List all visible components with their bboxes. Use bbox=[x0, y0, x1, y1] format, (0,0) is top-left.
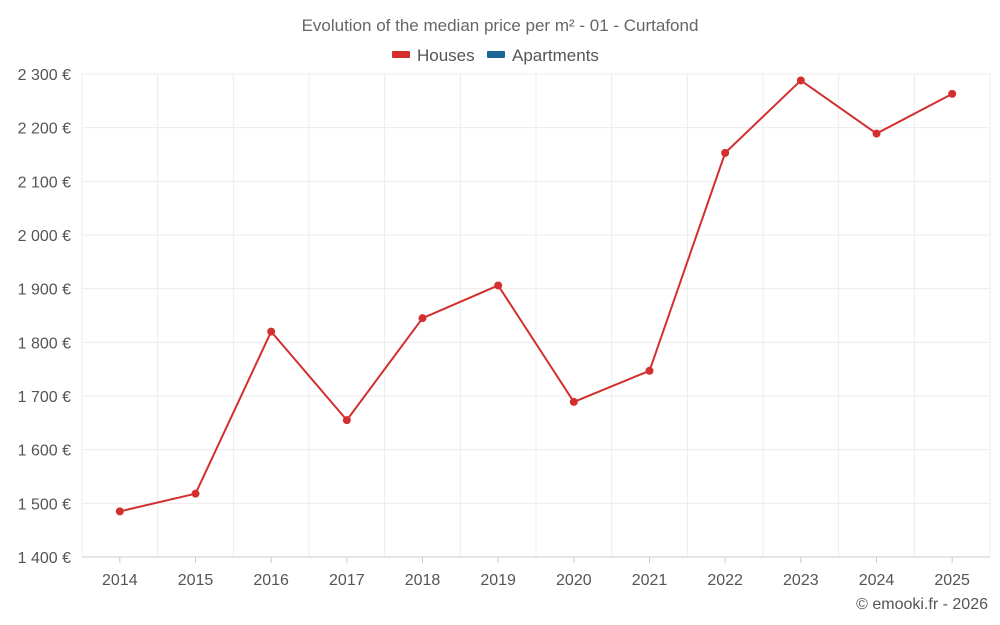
x-tick-label: 2020 bbox=[556, 572, 592, 589]
series-houses bbox=[115, 76, 957, 516]
data-point[interactable] bbox=[267, 327, 276, 336]
data-point[interactable] bbox=[494, 281, 503, 290]
x-tick-label: 2018 bbox=[405, 572, 441, 589]
data-point[interactable] bbox=[569, 397, 578, 406]
x-axis: 2014 2015 2016 2017 2018 2019 2020 2021 2022 2023… bbox=[82, 556, 990, 589]
x-tick-label: 2023 bbox=[783, 572, 819, 589]
data-point[interactable] bbox=[115, 507, 124, 516]
data-point[interactable] bbox=[418, 314, 427, 323]
x-tick-label: 2015 bbox=[178, 572, 214, 589]
x-tick-label: 2022 bbox=[707, 572, 743, 589]
data-point[interactable] bbox=[191, 489, 200, 498]
y-tick-label: 1 800 € bbox=[18, 335, 71, 352]
data-point[interactable] bbox=[342, 416, 351, 425]
gridlines bbox=[81, 73, 991, 557]
x-tick-label: 2016 bbox=[253, 572, 289, 589]
data-point[interactable] bbox=[721, 148, 730, 157]
x-tick-label: 2021 bbox=[632, 572, 668, 589]
y-tick-label: 1 500 € bbox=[18, 496, 71, 513]
data-point[interactable] bbox=[872, 129, 881, 138]
x-tick-label: 2025 bbox=[934, 572, 970, 589]
y-tick-label: 1 900 € bbox=[18, 282, 71, 299]
series-line bbox=[119, 79, 953, 513]
data-point[interactable] bbox=[948, 89, 957, 98]
data-point[interactable] bbox=[645, 366, 654, 375]
x-tick-label: 2019 bbox=[480, 572, 516, 589]
chart-title: Evolution of the median price per m² - 0… bbox=[302, 16, 699, 35]
y-axis: 1 400 € 1 500 € 1 600 € 1 700 € 1 800 € 1 900… bbox=[18, 67, 71, 567]
x-tick-label: 2014 bbox=[102, 572, 138, 589]
y-tick-label: 2 300 € bbox=[18, 67, 71, 84]
legend-swatch-apartments bbox=[487, 51, 505, 58]
legend-label-apartments[interactable]: Apartments bbox=[512, 46, 599, 65]
x-tick-label: 2017 bbox=[329, 572, 365, 589]
y-tick-label: 2 100 € bbox=[18, 174, 71, 191]
y-tick-label: 1 700 € bbox=[18, 389, 71, 406]
y-tick-label: 1 400 € bbox=[18, 550, 71, 567]
data-point[interactable] bbox=[796, 76, 805, 85]
y-tick-label: 2 200 € bbox=[18, 121, 71, 138]
legend-label-houses[interactable]: Houses bbox=[417, 46, 475, 65]
legend: Houses Apartments bbox=[392, 46, 599, 65]
x-tick-label: 2024 bbox=[859, 572, 895, 589]
credit-text: © emooki.fr - 2026 bbox=[856, 596, 988, 613]
legend-swatch-houses bbox=[392, 51, 410, 58]
y-tick-label: 1 600 € bbox=[18, 443, 71, 460]
y-tick-label: 2 000 € bbox=[18, 228, 71, 245]
